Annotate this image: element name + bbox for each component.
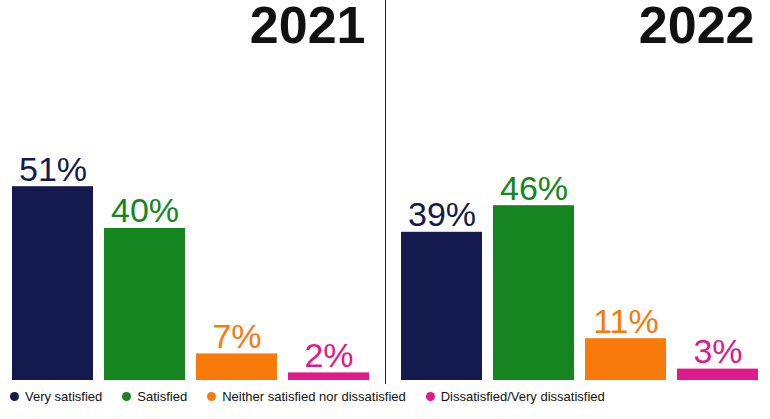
svg-text:2021: 2021 [250,0,366,54]
svg-text:2022: 2022 [639,0,755,54]
html-text:Satisfied: Satisfied [137,389,188,404]
svg-text:2%: 2% [304,336,353,374]
html-text:Dissatisfied/Very dissatisfied: Dissatisfied/Very dissatisfied [440,389,605,404]
svg-text:51%: 51% [19,150,87,188]
html-text:Very satisfied: Very satisfied [25,389,103,404]
svg-text:7%: 7% [212,317,261,355]
svg-text:40%: 40% [111,191,179,229]
html-text:Neither satisfied nor dissatis: Neither satisfied nor dissatisfied [222,389,406,404]
svg-text:46%: 46% [500,169,568,207]
svg-text:11%: 11% [593,302,659,340]
svg-text:3%: 3% [693,332,742,370]
svg-text:39%: 39% [408,195,476,233]
